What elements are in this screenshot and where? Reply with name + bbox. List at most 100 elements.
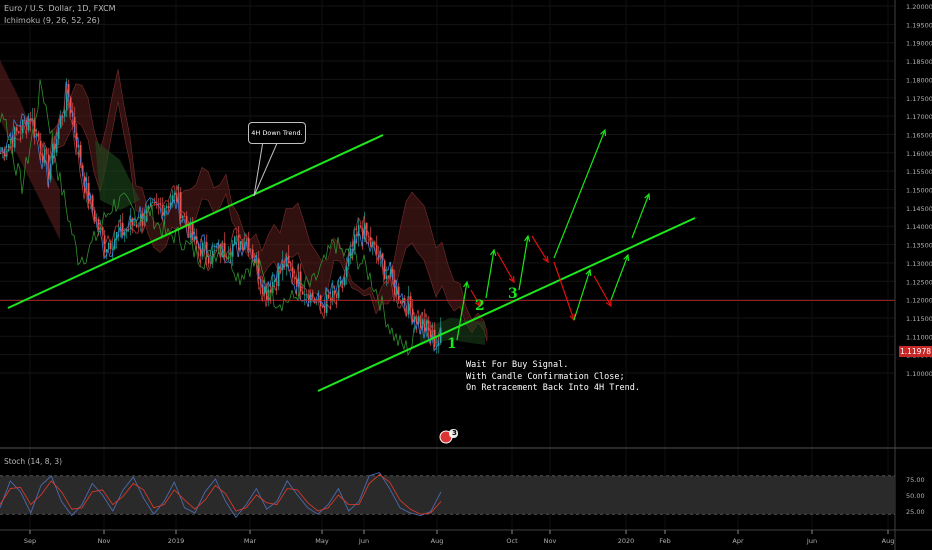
y-tick-label: 1.11000 (906, 333, 932, 341)
candle (278, 262, 280, 291)
candle (404, 295, 406, 312)
arrow-head (600, 128, 607, 137)
up-arrow (456, 280, 470, 341)
candle (376, 235, 378, 264)
candle-body (366, 222, 368, 236)
candle-body (372, 242, 374, 247)
candle-body (304, 294, 306, 296)
candle (294, 268, 296, 285)
arrow-shaft (518, 235, 529, 291)
candle-body (14, 127, 16, 148)
candle-body (26, 119, 28, 131)
arrow-head (490, 248, 497, 256)
wave-label-3: 3 (508, 286, 518, 302)
candle (172, 189, 174, 208)
y-tick-label: 1.18500 (906, 58, 932, 66)
ichimoku-cloud-bull (420, 318, 485, 345)
candle-body (302, 291, 304, 295)
candle (56, 132, 58, 157)
candle (328, 288, 330, 300)
candle (304, 285, 306, 306)
candle (264, 286, 266, 296)
candle-body (240, 241, 242, 250)
candle-body (62, 116, 64, 118)
candle-body (306, 294, 308, 296)
candle-body (298, 271, 300, 287)
candle-body (390, 268, 392, 277)
candle-body (340, 281, 342, 286)
candle-body (0, 153, 2, 155)
candle-body (374, 242, 376, 245)
arrow-head (524, 234, 531, 242)
candle-body (56, 138, 58, 153)
kijun-sen-line (0, 86, 441, 344)
candle-body (398, 286, 400, 301)
candle-body (234, 236, 236, 245)
candle-body (38, 133, 40, 141)
candle (416, 315, 418, 333)
candle (412, 299, 414, 325)
candle (16, 124, 18, 136)
stoch-k-line (0, 472, 442, 519)
x-tick-label: May (315, 537, 329, 545)
candle-body (16, 127, 18, 132)
arrow-head (474, 299, 481, 308)
candle-body (408, 296, 410, 315)
y-tick-label: 1.12000 (906, 297, 932, 305)
candle-body (312, 292, 314, 299)
y-tick-label: 1.11500 (906, 315, 932, 323)
candle (240, 240, 242, 250)
candle-body (418, 315, 420, 324)
tenkan-sen-line (0, 81, 441, 352)
candle-body (68, 83, 70, 98)
y-tick-label: 1.12500 (906, 278, 932, 286)
up-arrow (485, 248, 497, 299)
candle (258, 250, 260, 290)
candle-body (416, 316, 418, 324)
candle-body (100, 227, 102, 230)
y-tick-label: 1.17500 (906, 95, 932, 103)
candle-body (150, 202, 152, 207)
candle-body (294, 277, 296, 279)
candle-body (386, 275, 388, 279)
candle-body (92, 195, 94, 211)
candle (252, 244, 254, 260)
candle (156, 193, 158, 209)
candle (338, 279, 340, 301)
candle-body (60, 116, 62, 128)
candle (104, 230, 106, 258)
y-tick-label: 1.17000 (906, 113, 932, 121)
candle (366, 222, 368, 245)
candle (356, 224, 358, 244)
event-badge-count: 3 (452, 429, 457, 437)
candle-body (370, 237, 372, 247)
candle-body (376, 244, 378, 255)
candle (44, 145, 46, 167)
candle-body (88, 183, 90, 204)
candle-body (318, 295, 320, 302)
candle-body (94, 210, 96, 222)
wave-label-1: 1 (447, 336, 457, 352)
event-badge-bubble (449, 429, 458, 438)
candle-body (54, 144, 56, 153)
y-tick-label: 1.13000 (906, 260, 932, 268)
y-tick-label: 1.19000 (906, 40, 932, 48)
x-tick-label: Feb (659, 537, 671, 545)
y-tick-label: 1.16500 (906, 131, 932, 139)
candle-body (404, 298, 406, 306)
down-arrow (593, 275, 612, 308)
candle-body (44, 149, 46, 163)
candle (426, 318, 428, 337)
candle (132, 216, 134, 234)
candle-body (348, 257, 350, 267)
lower-trendline (317, 217, 696, 392)
candle-body (332, 290, 334, 301)
candle-body (108, 242, 110, 250)
stoch-indicator-label: Stoch (14, 8, 3) (4, 457, 63, 466)
arrow-shaft (573, 269, 591, 321)
candle-body (42, 153, 44, 163)
candle-body (420, 315, 422, 328)
x-tick-label: Mar (244, 537, 257, 545)
candle-body (270, 289, 272, 294)
